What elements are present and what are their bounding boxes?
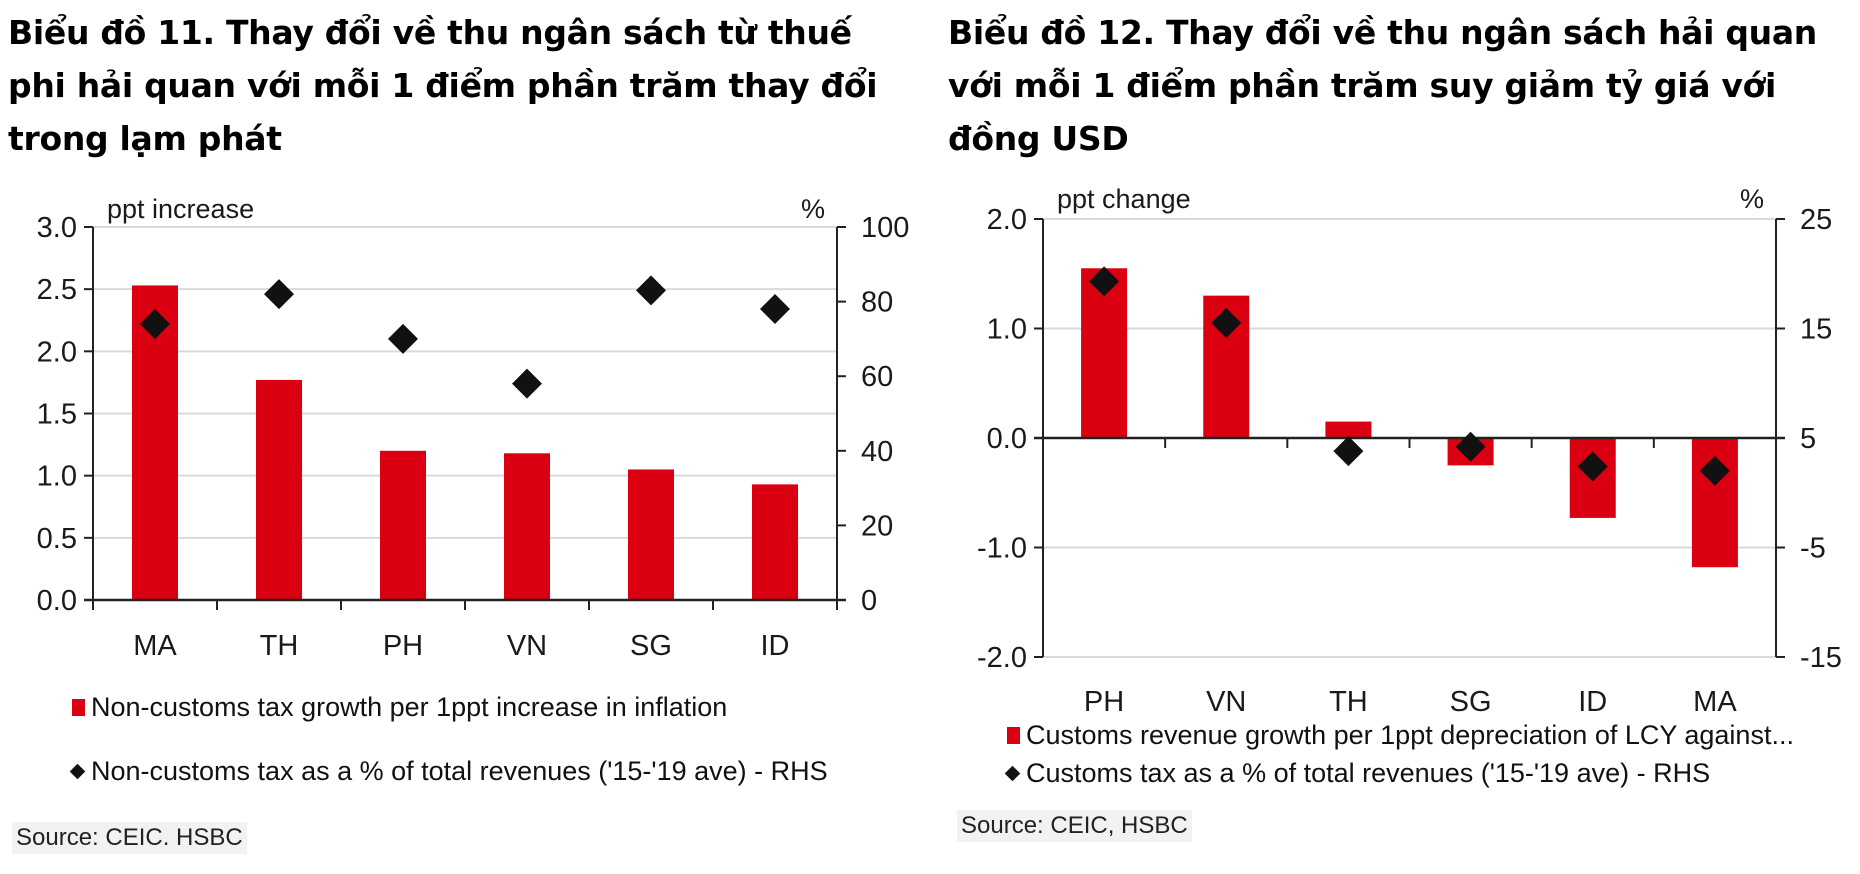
legend-diamond-icon: [1004, 765, 1021, 782]
chart12-category-label: ID: [1578, 686, 1607, 718]
chart11-diamond-vn: [512, 368, 542, 399]
chart12-diamond-ph: [1089, 266, 1120, 297]
chart12-right-unit-label: %: [1740, 184, 1764, 214]
chart11-bar-th: [256, 379, 302, 600]
chart11-diamond-id: [760, 294, 790, 325]
chart12-left-tick-label: 2.0: [987, 204, 1027, 236]
chart11-category-label: TH: [260, 630, 299, 662]
chart12-category-label: SG: [1450, 686, 1492, 718]
chart11-right-tick-label: 40: [861, 436, 893, 468]
chart12-category-label: PH: [1084, 686, 1124, 718]
chart11-legend-bar: Non-customs tax growth per 1ppt increase…: [72, 692, 727, 723]
chart11-bar-id: [752, 484, 798, 600]
chart12-bar-th: [1325, 421, 1372, 438]
chart11-left-unit-label: ppt increase: [107, 194, 254, 224]
chart11-right-tick-label: 100: [861, 212, 909, 244]
legend-label: Non-customs tax as a % of total revenues…: [91, 756, 828, 786]
chart11-left-tick-label: 2.0: [37, 336, 77, 368]
chart11-right-tick-label: 60: [861, 361, 893, 393]
chart11-category-label: VN: [507, 630, 547, 662]
chart12-diamond-th: [1333, 436, 1364, 467]
chart12-category-label: MA: [1693, 686, 1737, 718]
chart11-category-label: SG: [630, 630, 672, 662]
legend-bar-swatch-icon: [72, 699, 85, 716]
chart11-diamond-th: [264, 279, 294, 310]
chart12-right-tick-label: 15: [1800, 314, 1832, 346]
chart11-bar-sg: [628, 469, 674, 600]
chart11-diamond-ma: [140, 308, 170, 339]
chart12-diamond-sg: [1455, 431, 1486, 462]
chart12-legend-diamond: Customs tax as a % of total revenues ('1…: [1003, 758, 1710, 789]
chart11-left-tick-label: 0.0: [37, 585, 77, 617]
chart11-right-tick-label: 0: [861, 585, 877, 617]
chart11-title: Biểu đồ 11. Thay đổi về thu ngân sách từ…: [8, 13, 878, 158]
chart11-legend-diamond: Non-customs tax as a % of total revenues…: [68, 756, 828, 787]
chart12-diamond-id: [1577, 451, 1608, 482]
chart12-diamond-vn: [1211, 308, 1242, 339]
legend-diamond-icon: [69, 763, 86, 780]
chart12-left-tick-label: 0.0: [987, 423, 1027, 455]
chart12-left-tick-label: -1.0: [977, 533, 1027, 565]
chart11-diamond-sg: [636, 275, 666, 306]
chart11-category-label: PH: [383, 630, 423, 662]
chart12-legend-bar: Customs revenue growth per 1ppt deprecia…: [1007, 720, 1794, 751]
chart11-left-tick-label: 1.5: [37, 399, 77, 431]
chart11-source: Source: CEIC. HSBC: [12, 822, 247, 854]
legend-bar-swatch-icon: [1007, 727, 1020, 744]
legend-label: Non-customs tax growth per 1ppt increase…: [91, 692, 728, 722]
chart12-right-tick-label: -5: [1800, 533, 1826, 565]
chart12-title: Biểu đồ 12. Thay đổi về thu ngân sách hả…: [948, 13, 1817, 158]
chart11-left-tick-label: 1.0: [37, 461, 77, 493]
chart11-right-tick-label: 80: [861, 287, 893, 319]
chart11-right-unit-label: %: [801, 194, 825, 224]
chart11-bar-ph: [380, 450, 426, 600]
chart12-bar-ph: [1081, 268, 1128, 438]
chart11-right-tick-label: 20: [861, 510, 893, 542]
legend-label: Customs tax as a % of total revenues ('1…: [1026, 758, 1711, 788]
legend-label: Customs revenue growth per 1ppt deprecia…: [1026, 720, 1794, 750]
chart12-diamond-ma: [1699, 455, 1730, 486]
chart11-left-tick-label: 0.5: [37, 523, 77, 555]
chart11-category-label: ID: [761, 630, 790, 662]
chart12-category-label: VN: [1206, 686, 1246, 718]
chart12-left-tick-label: 1.0: [987, 314, 1027, 346]
chart11-diamond-ph: [388, 323, 418, 354]
chart12-category-label: TH: [1329, 686, 1368, 718]
chart11-left-tick-label: 3.0: [37, 212, 77, 244]
chart12-left-tick-label: -2.0: [977, 642, 1027, 674]
chart12-left-unit-label: ppt change: [1057, 184, 1191, 214]
chart11-left-tick-label: 2.5: [37, 274, 77, 306]
chart12-source: Source: CEIC, HSBC: [957, 810, 1192, 842]
chart12-right-tick-label: 25: [1800, 204, 1832, 236]
chart11-category-label: MA: [133, 630, 177, 662]
chart12-right-tick-label: -15: [1800, 642, 1842, 674]
chart12-right-tick-label: 5: [1800, 423, 1816, 455]
chart11-bar-vn: [504, 453, 550, 600]
